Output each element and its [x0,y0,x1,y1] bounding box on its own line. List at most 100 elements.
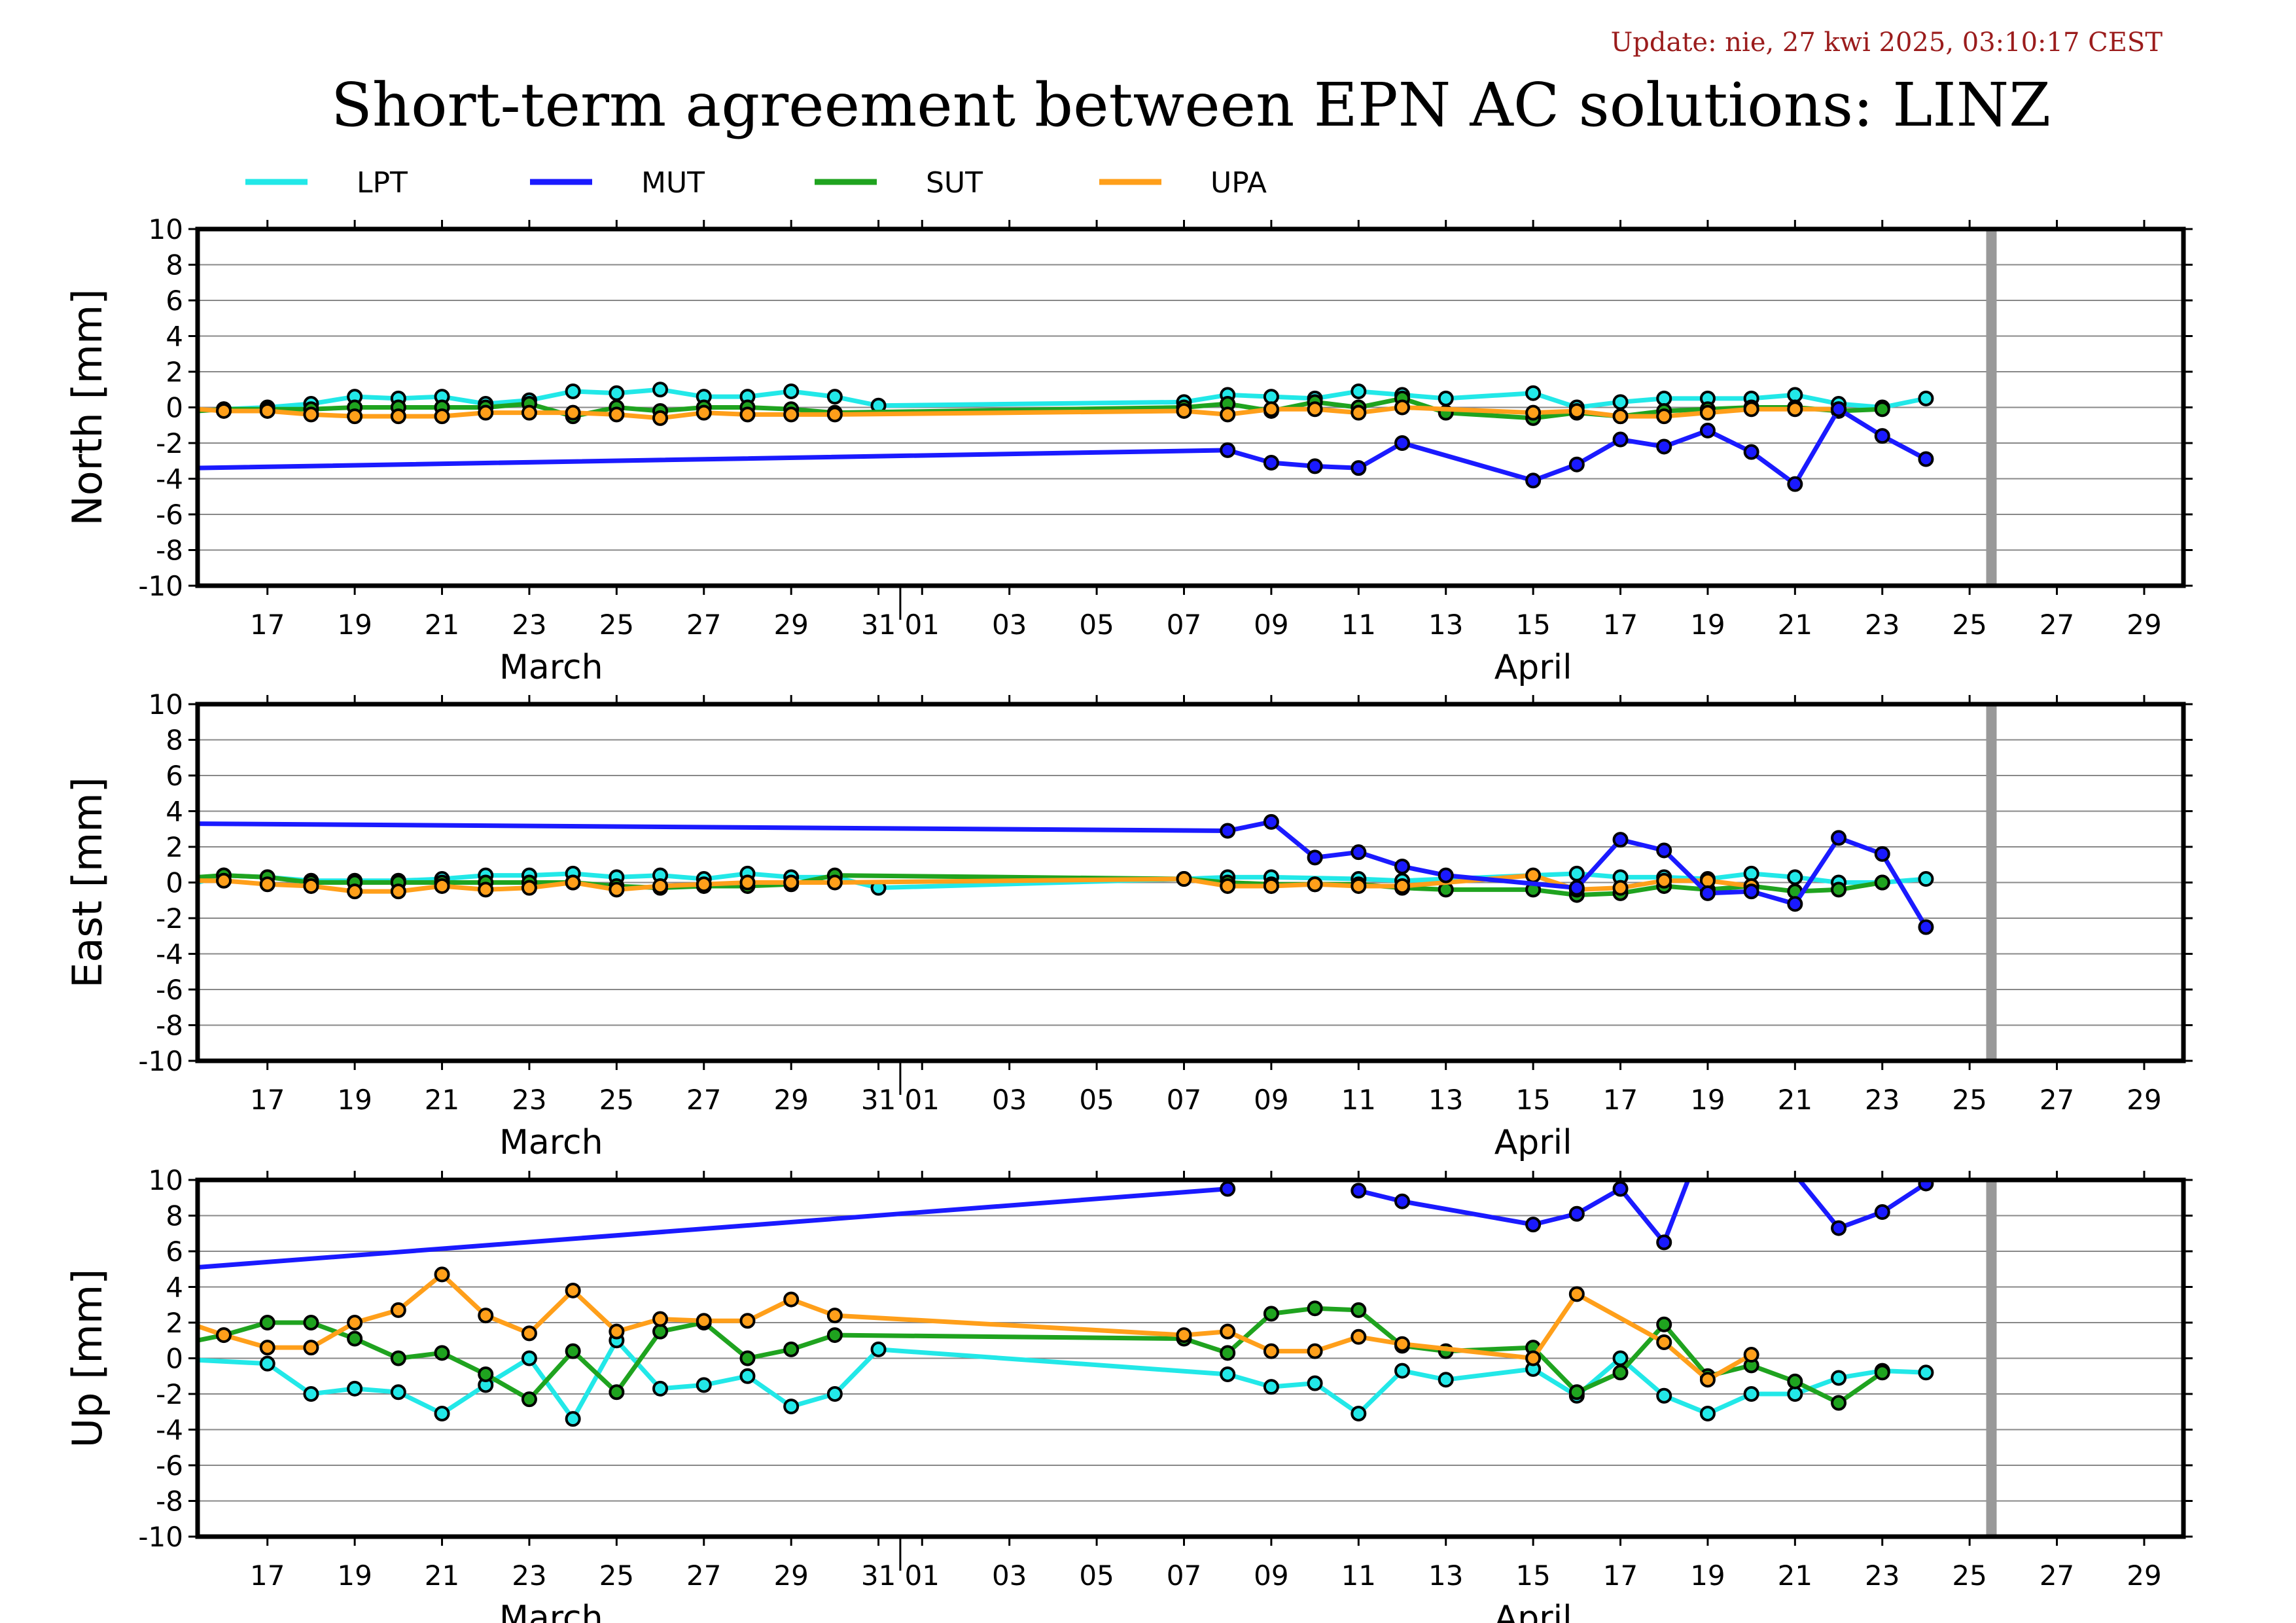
data-point-lpt [826,1386,843,1402]
data-point-lpt [1787,1386,1803,1402]
x-tick-label: 23 [1865,609,1899,641]
data-point-sut [609,1384,625,1400]
data-point-lpt [609,385,625,401]
data-point-mut [1831,1220,1847,1236]
y-tick-label: 2 [166,356,183,388]
data-point-upa [1612,880,1629,896]
y-tick-label: -10 [138,570,183,602]
data-point-upa [434,408,450,425]
data-point-mut [1394,1193,1411,1209]
y-tick-label: -8 [156,1486,183,1518]
x-tick-label: 01 [905,1560,940,1592]
x-tick-label: 23 [1865,1560,1899,1592]
data-point-upa [1656,1334,1672,1350]
data-point-sut [1568,1384,1585,1400]
x-tick-label: 03 [992,1084,1027,1116]
data-point-upa [1307,1343,1323,1359]
y-tick-label: 8 [166,724,183,757]
x-tick-label: 27 [2040,609,2074,641]
data-point-upa [739,874,756,891]
data-point-upa [739,1313,756,1329]
data-point-upa [565,874,581,891]
data-point-mut [1831,401,1847,418]
data-point-lpt [434,1405,450,1421]
y-tick-label: -8 [156,535,183,567]
x-tick-label: 05 [1079,1084,1114,1116]
data-point-upa [1394,399,1411,416]
data-point-lpt [1656,390,1672,406]
data-point-lpt [1918,871,1934,887]
data-point-mut [1220,442,1236,458]
data-point-upa [1263,878,1279,894]
data-point-lpt [390,1384,406,1400]
x-tick-label: 27 [686,609,721,641]
month-label-april: April [1494,1123,1572,1162]
x-tick-label: 29 [773,609,808,641]
data-point-upa [1787,401,1803,418]
x-tick-label: 17 [250,1560,285,1592]
data-point-mut [1743,883,1759,900]
data-point-upa [1176,402,1192,419]
data-point-upa [478,1308,494,1324]
data-point-mut [1918,1180,1934,1192]
y-tick-label: 4 [166,796,183,828]
data-point-lpt [1831,1370,1847,1386]
x-tick-label: 29 [773,1560,808,1592]
data-point-upa [1263,1343,1279,1359]
x-tick-label: 13 [1428,1084,1463,1116]
data-point-lpt [1438,390,1454,406]
plot-frame [195,226,2186,588]
series-line-mut [198,1186,1228,1270]
data-point-mut [1699,885,1716,901]
data-point-upa [783,1291,800,1308]
x-tick-label: 09 [1254,1560,1288,1592]
x-tick-label: 19 [337,609,372,641]
x-tick-label: 15 [1515,1560,1550,1592]
legend-label-sut: SUT [926,166,983,200]
data-point-upa [347,408,363,425]
data-point-lpt [1220,1366,1236,1383]
x-tick-label: 11 [1341,1560,1376,1592]
x-tick-label: 17 [1603,609,1638,641]
plot-frame [195,702,2186,1063]
data-point-upa [1656,408,1672,425]
x-tick-label: 11 [1341,609,1376,641]
y-tick-label: 4 [166,321,183,353]
x-tick-label: 19 [1690,1084,1725,1116]
data-point-upa [390,1302,406,1318]
data-point-lpt [1394,1363,1411,1379]
data-point-mut [1918,919,1934,935]
plot-frame [195,1177,2186,1539]
data-point-upa [1743,401,1759,418]
data-point-lpt [1307,1375,1323,1391]
data-point-upa [783,406,800,423]
legend-label-upa: UPA [1210,166,1267,200]
data-point-upa [347,1315,363,1330]
data-point-mut [1831,830,1847,846]
x-tick-label: 21 [1778,1560,1812,1592]
data-point-upa [1220,1323,1236,1340]
data-point-sut [826,1327,843,1344]
data-point-mut [1874,428,1890,444]
y-axis-label: North [mm] [63,289,111,526]
data-point-lpt [565,1411,581,1427]
data-point-mut [1612,1181,1629,1197]
data-point-lpt [1351,1405,1367,1421]
data-point-upa [696,1313,712,1329]
data-point-upa [216,402,232,419]
y-tick-label: 10 [149,688,183,721]
data-point-lpt [696,1377,712,1393]
y-tick-label: -8 [156,1010,183,1042]
y-tick-label: 4 [166,1272,183,1304]
data-point-lpt [1918,1364,1934,1381]
series-line-mut [1358,1180,1691,1245]
data-point-upa [521,880,537,896]
series-line-mut [1797,1180,1928,1231]
data-point-lpt [783,383,800,399]
y-tick-label: 0 [166,392,183,424]
x-tick-label: 07 [1167,1560,1201,1592]
data-point-upa [259,876,275,893]
data-point-sut [1220,1345,1236,1361]
data-point-lpt [1525,385,1542,401]
